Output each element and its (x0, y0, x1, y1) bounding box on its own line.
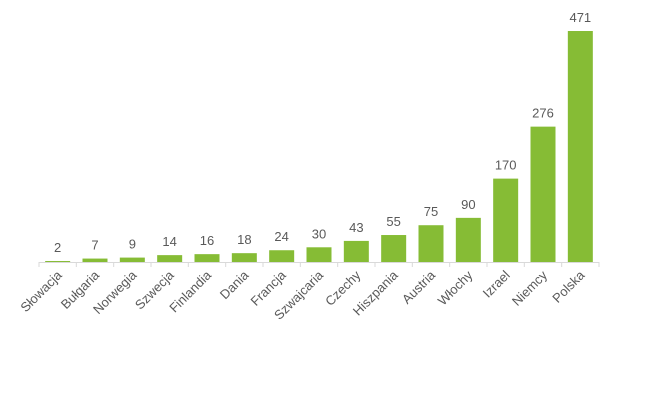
data-label-9: 55 (386, 214, 400, 229)
bar-14 (567, 31, 593, 262)
data-label-4: 16 (200, 233, 214, 248)
bar-6 (269, 250, 295, 262)
x-axis-ticks-group (38, 262, 600, 267)
x-tick-label-0: Słowacja (17, 267, 65, 315)
bar-0 (45, 261, 71, 263)
x-tick-label-11: Włochy (435, 267, 476, 308)
x-tick-label-4: Finlandia (166, 267, 214, 315)
data-label-5: 18 (237, 232, 251, 247)
x-tick-label-13: Niemcy (509, 267, 551, 309)
bar-7 (306, 247, 332, 262)
data-label-7: 30 (312, 226, 326, 241)
data-label-0: 2 (54, 240, 61, 255)
x-tick-label-5: Dania (217, 267, 252, 302)
data-labels-group: 2 7 9 14 16 18 24 30 43 55 75 90 170 276 471 (54, 10, 591, 255)
bar-4 (194, 254, 220, 262)
data-label-13: 276 (532, 106, 554, 121)
bar-8 (343, 240, 369, 262)
data-label-6: 24 (274, 229, 288, 244)
data-label-11: 90 (461, 197, 475, 212)
bar-2 (119, 257, 145, 262)
bar-1 (82, 258, 108, 262)
data-label-10: 75 (424, 204, 438, 219)
data-label-8: 43 (349, 220, 363, 235)
data-label-12: 170 (495, 158, 517, 173)
x-tick-label-12: Izrael (480, 267, 513, 300)
x-tick-label-14: Polska (549, 267, 588, 306)
x-axis-tick-labels-group: SłowacjaBułgariaNorwegiaSzwecjaFinlandia… (17, 267, 588, 323)
data-label-1: 7 (91, 238, 98, 253)
x-tick-label-10: Austria (399, 267, 439, 307)
data-label-2: 9 (129, 237, 136, 252)
data-label-3: 14 (162, 234, 176, 249)
bar-12 (493, 178, 519, 262)
bar-10 (418, 225, 444, 262)
bar-13 (530, 126, 556, 262)
bars-group (45, 31, 593, 263)
bar-9 (381, 235, 407, 262)
data-label-14: 471 (569, 10, 591, 25)
bar-11 (455, 217, 481, 262)
bar-5 (231, 253, 257, 262)
bar-3 (157, 255, 183, 262)
